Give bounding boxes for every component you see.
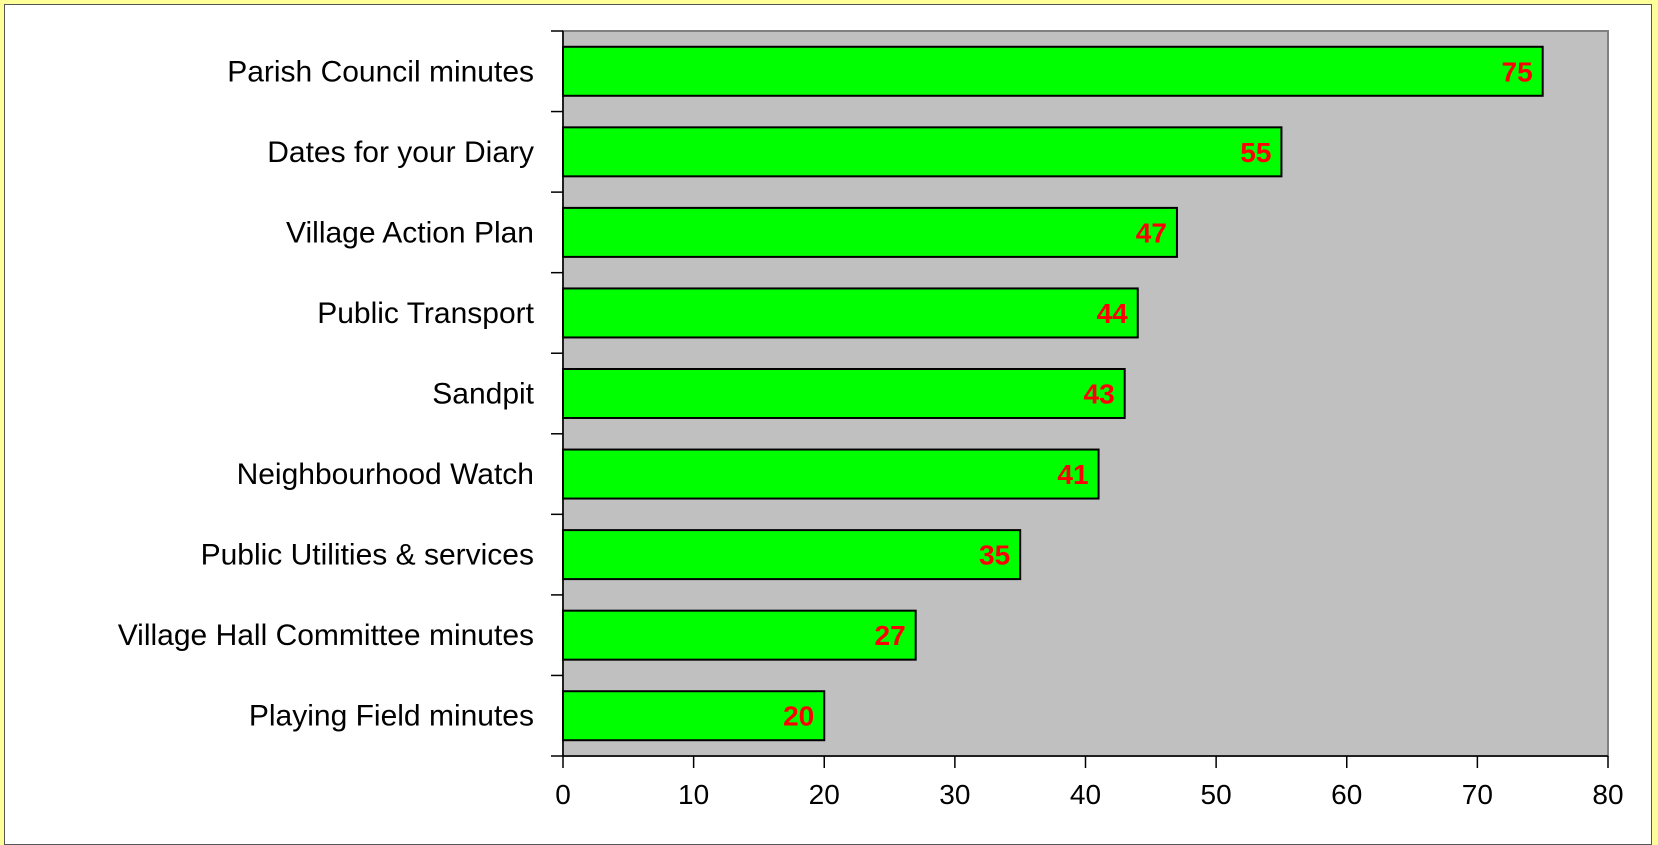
bar [563, 208, 1177, 257]
category-label: Playing Field minutes [249, 700, 534, 733]
data-label: 75 [1502, 56, 1533, 87]
bar [563, 369, 1125, 418]
data-label: 27 [875, 620, 906, 651]
data-label: 44 [1097, 298, 1129, 329]
category-label: Neighbourhood Watch [237, 458, 534, 491]
bar [563, 127, 1281, 176]
data-label: 41 [1057, 459, 1088, 490]
bar [563, 530, 1020, 579]
x-tick-label: 80 [1592, 779, 1623, 810]
category-label: Dates for your Diary [267, 136, 534, 169]
x-tick-label: 70 [1462, 779, 1493, 810]
category-label: Parish Council minutes [227, 55, 534, 88]
x-tick-label: 50 [1201, 779, 1232, 810]
bar [563, 288, 1138, 337]
data-label: 55 [1240, 137, 1271, 168]
data-label: 20 [783, 701, 814, 732]
category-label: Public Transport [317, 297, 534, 330]
bar [563, 450, 1099, 499]
x-tick-label: 10 [678, 779, 709, 810]
data-label: 43 [1084, 379, 1115, 410]
data-label: 47 [1136, 217, 1167, 248]
data-label: 35 [979, 540, 1010, 571]
category-label: Sandpit [432, 378, 534, 411]
category-label: Village Hall Committee minutes [118, 619, 534, 652]
x-tick-label: 60 [1331, 779, 1362, 810]
category-label: Village Action Plan [286, 216, 534, 249]
bar [563, 611, 916, 660]
x-tick-label: 0 [555, 779, 571, 810]
x-tick-label: 40 [1070, 779, 1101, 810]
x-tick-label: 30 [939, 779, 970, 810]
bar [563, 47, 1543, 96]
x-tick-label: 20 [809, 779, 840, 810]
category-label: Public Utilities & services [201, 539, 534, 572]
